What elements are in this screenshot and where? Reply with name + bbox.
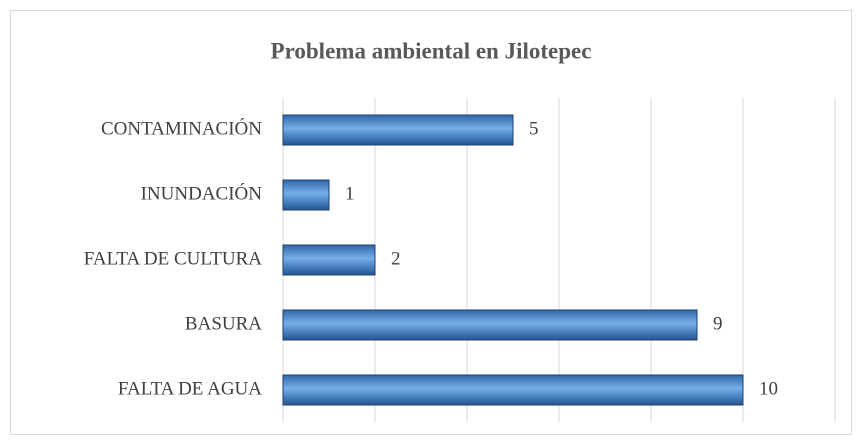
y-tick-label: BASURA bbox=[185, 313, 262, 334]
chart-frame bbox=[10, 10, 852, 435]
value-label: 9 bbox=[713, 313, 723, 334]
bar bbox=[282, 114, 514, 146]
y-tick-label: CONTAMINACIÓN bbox=[101, 117, 262, 139]
value-label: 10 bbox=[759, 378, 778, 399]
bar bbox=[282, 244, 376, 276]
y-tick-label: FALTA DE CULTURA bbox=[84, 248, 263, 269]
value-label: 2 bbox=[391, 248, 401, 269]
value-label: 1 bbox=[345, 183, 355, 204]
y-tick-label: FALTA DE AGUA bbox=[118, 378, 262, 399]
bar bbox=[282, 309, 698, 341]
bar bbox=[282, 179, 330, 211]
value-label: 5 bbox=[529, 118, 539, 139]
bar bbox=[282, 374, 744, 406]
y-tick-label: INUNDACIÓN bbox=[141, 182, 263, 204]
chart-title: Problema ambiental en Jilotepec bbox=[271, 38, 592, 63]
